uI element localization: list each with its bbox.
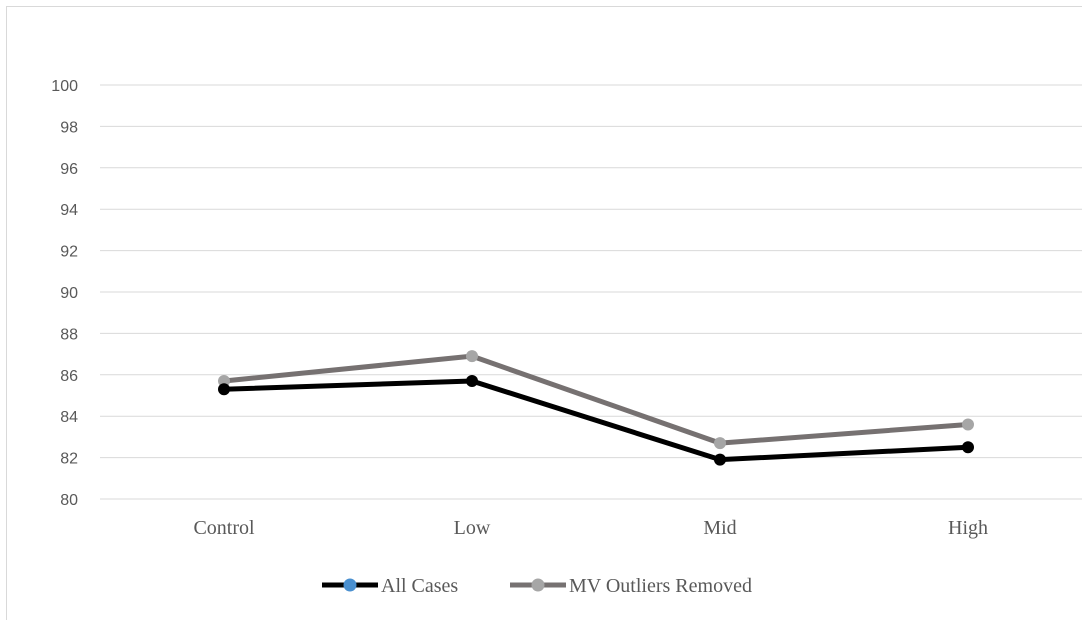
legend-marker bbox=[531, 578, 545, 592]
y-tick-label: 94 bbox=[60, 202, 78, 219]
y-tick-label: 100 bbox=[51, 78, 78, 95]
series-line-all-cases bbox=[221, 378, 971, 463]
y-tick-label: 86 bbox=[60, 368, 78, 385]
data-point bbox=[714, 453, 726, 466]
series-line-mv-outliers-removed bbox=[221, 353, 971, 446]
x-category-label: Mid bbox=[703, 517, 736, 539]
legend: All Cases MV Outliers Removed bbox=[322, 575, 752, 597]
y-tick-label: 98 bbox=[60, 119, 78, 136]
legend-label: All Cases bbox=[381, 575, 458, 597]
x-category-label: High bbox=[948, 517, 988, 539]
data-point bbox=[962, 418, 974, 431]
data-point bbox=[466, 375, 478, 388]
data-point bbox=[962, 441, 974, 454]
legend-marker bbox=[343, 578, 357, 592]
y-tick-label: 90 bbox=[60, 285, 78, 302]
chart-area bbox=[6, 6, 1082, 620]
y-axis-tick-labels: 80 82 84 86 88 90 92 94 96 98 100 bbox=[51, 78, 78, 509]
y-tick-label: 82 bbox=[60, 451, 78, 468]
y-tick-label: 96 bbox=[60, 161, 78, 178]
x-axis-category-labels: Control Low Mid High bbox=[193, 517, 988, 539]
gridlines bbox=[100, 84, 1082, 500]
legend-label: MV Outliers Removed bbox=[569, 575, 752, 597]
data-point bbox=[218, 383, 230, 396]
x-category-label: Control bbox=[193, 517, 255, 539]
data-point bbox=[218, 375, 230, 388]
y-tick-label: 80 bbox=[60, 492, 78, 509]
series-group bbox=[218, 350, 974, 466]
y-tick-label: 84 bbox=[60, 409, 78, 426]
y-tick-label: 92 bbox=[60, 244, 78, 261]
data-point bbox=[714, 437, 726, 450]
x-category-label: Low bbox=[454, 517, 491, 539]
data-point bbox=[466, 350, 478, 363]
y-tick-label: 88 bbox=[60, 326, 78, 343]
